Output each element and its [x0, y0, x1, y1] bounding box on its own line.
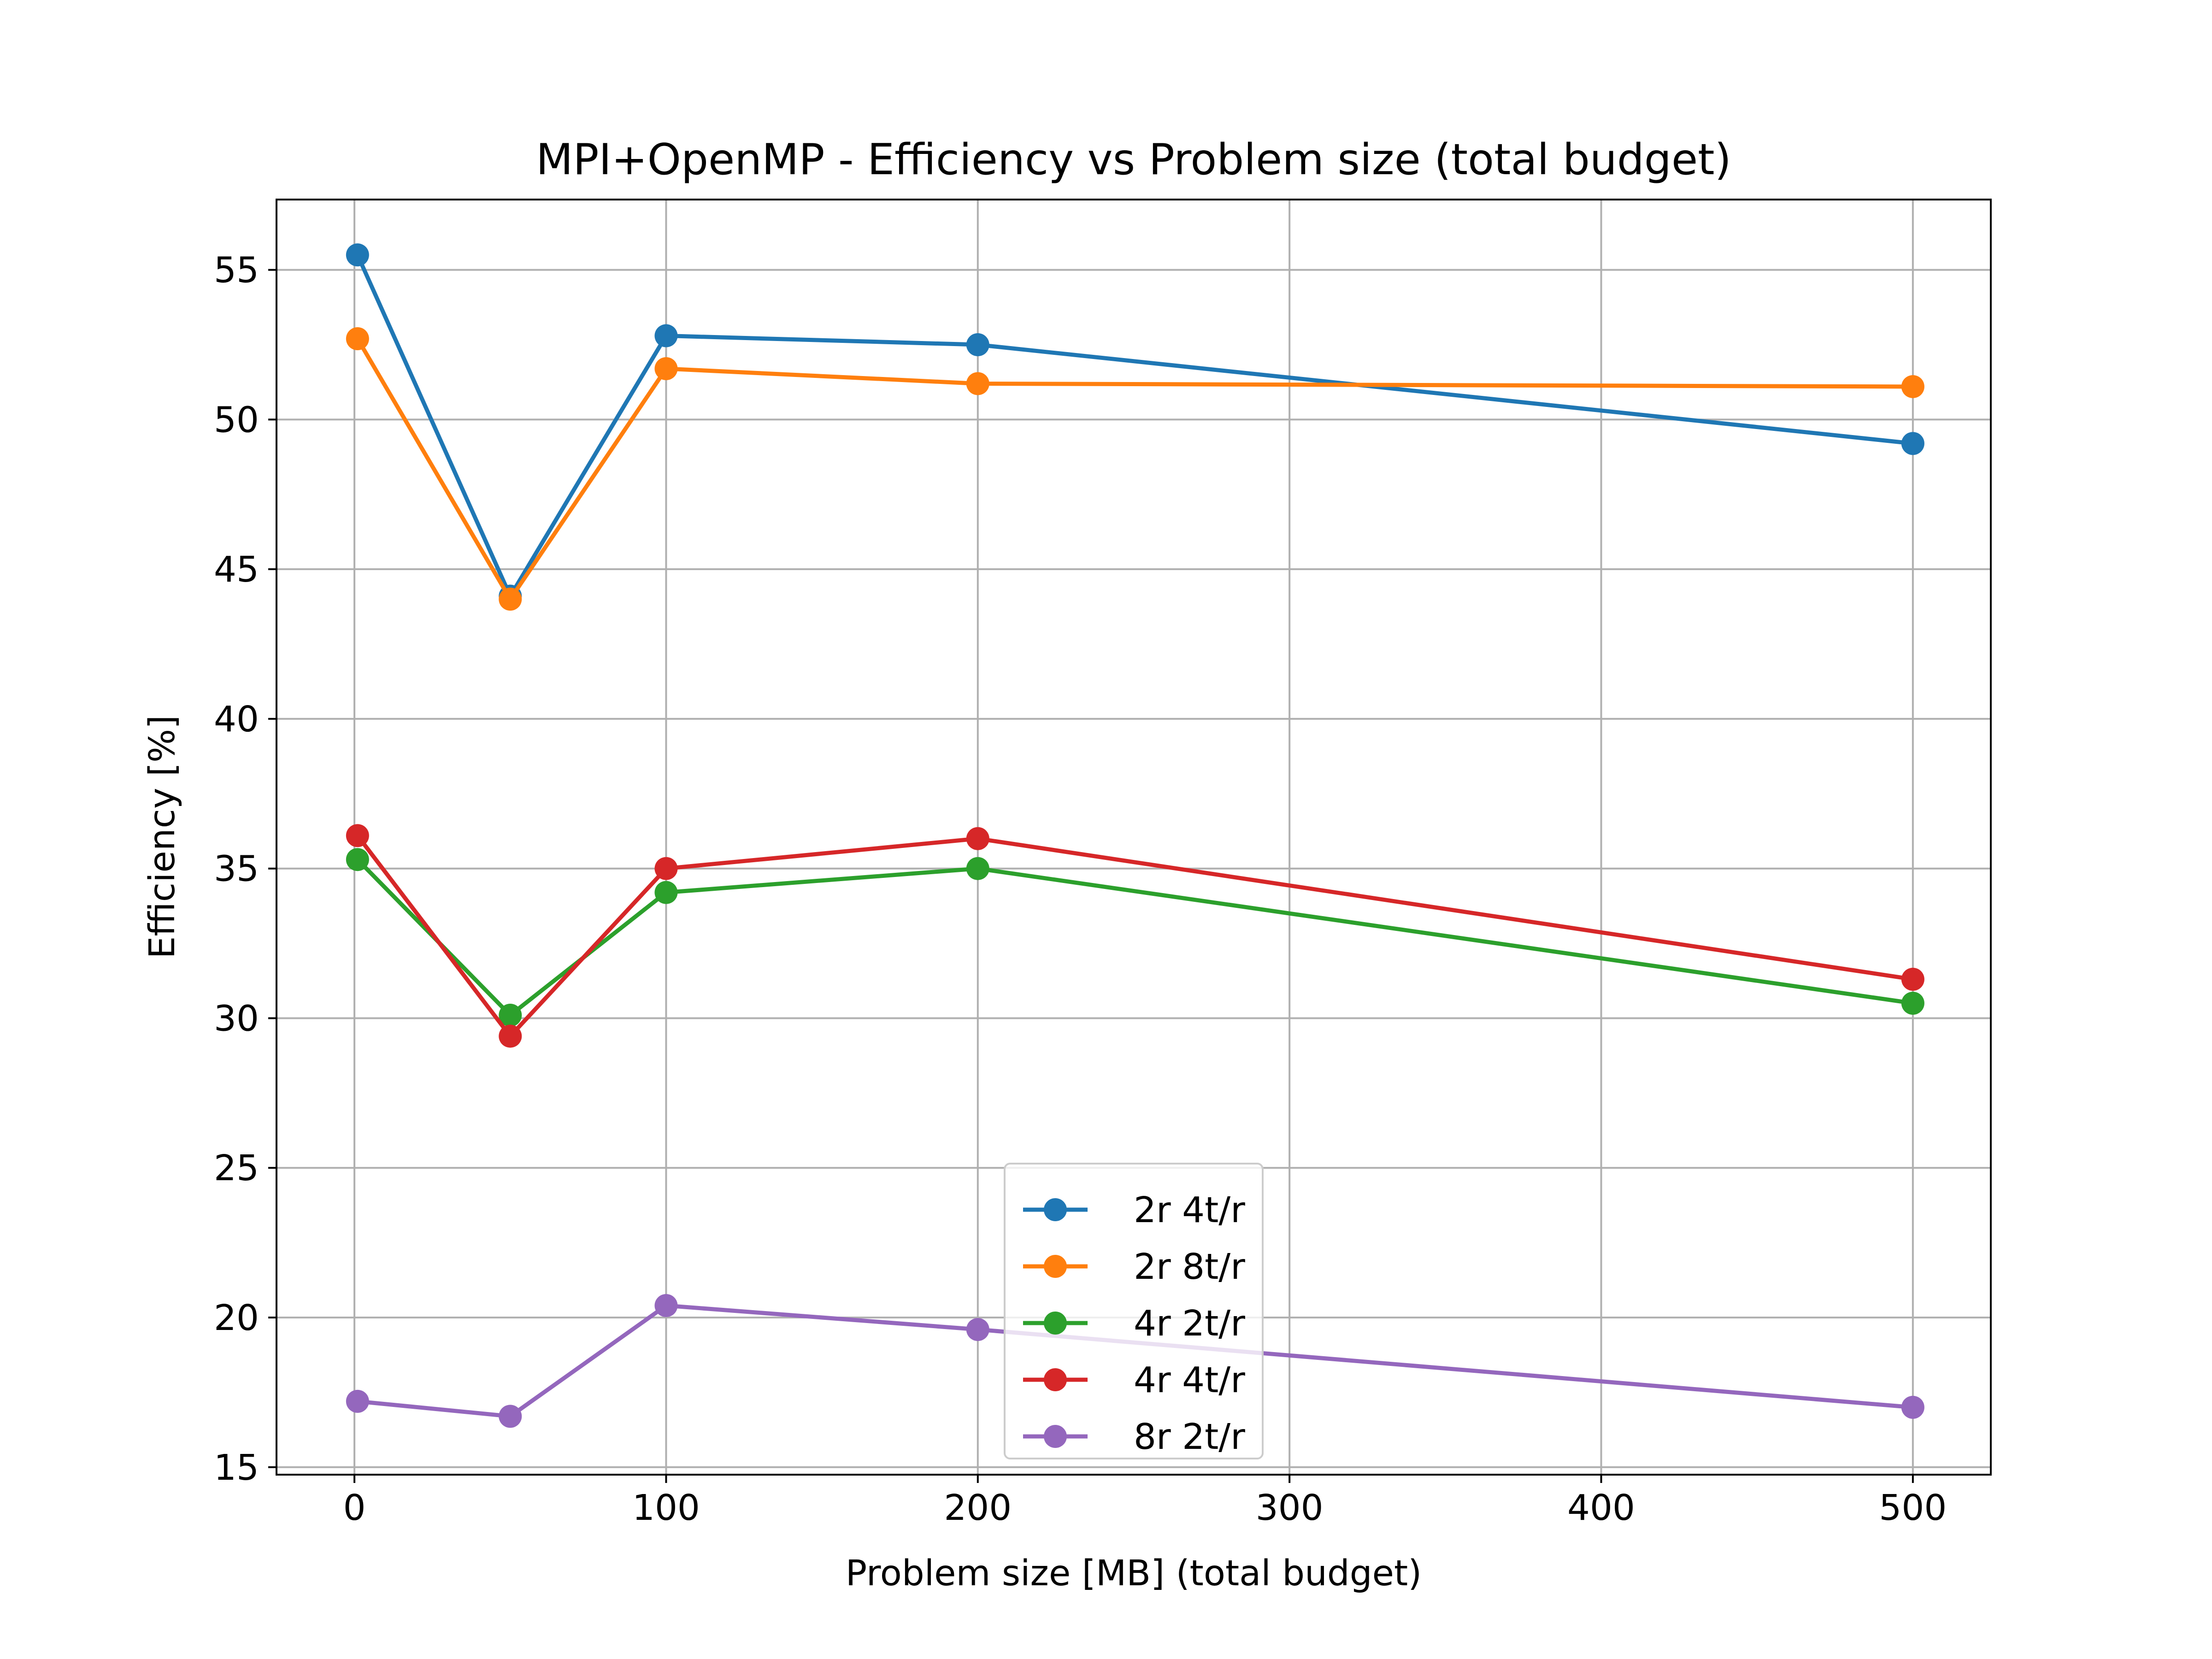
x-tick-label: 200: [944, 1488, 1012, 1529]
data-point: [654, 324, 678, 347]
x-tick-label: 300: [1256, 1488, 1324, 1529]
x-axis-label: Problem size [MB] (total budget): [846, 1553, 1422, 1594]
data-point: [499, 1003, 522, 1027]
y-tick-label: 20: [214, 1298, 259, 1339]
y-tick-label: 45: [214, 549, 259, 590]
series-2r-8t-r: [346, 327, 1924, 611]
data-point: [966, 372, 989, 395]
legend-entry: 2r 4t/r: [1023, 1190, 1245, 1231]
series-8r-2t-r: [346, 1294, 1924, 1428]
data-point: [1901, 991, 1924, 1015]
series-4r-2t-r: [346, 848, 1924, 1027]
y-tick-label: 35: [214, 849, 259, 890]
legend-box: [1004, 1163, 1264, 1459]
y-tick-label: 30: [214, 998, 259, 1039]
data-point: [654, 857, 678, 880]
data-point: [966, 857, 989, 880]
legend-marker-swatch: [1044, 1368, 1067, 1391]
series-4r-4t-r: [346, 824, 1924, 1048]
legend-entry: 4r 4t/r: [1023, 1360, 1245, 1401]
series-layer: [346, 243, 1924, 1428]
plot-frame: [276, 199, 1992, 1476]
legend-label: 8r 2t/r: [1134, 1417, 1245, 1458]
legend-label: 4r 2t/r: [1134, 1303, 1245, 1344]
data-point: [966, 1318, 989, 1341]
y-tick-label: 55: [214, 250, 259, 291]
x-tick-label: 400: [1567, 1488, 1635, 1529]
data-point: [1901, 1395, 1924, 1419]
legend-label: 2r 8t/r: [1134, 1247, 1245, 1288]
grid: [276, 200, 1991, 1475]
data-point: [654, 357, 678, 380]
legend-entry: 8r 2t/r: [1023, 1417, 1245, 1458]
data-point: [499, 1405, 522, 1428]
data-point: [499, 588, 522, 611]
data-point: [346, 824, 369, 847]
data-point: [346, 848, 369, 871]
y-axis-label: Efficiency [%]: [142, 715, 183, 959]
legend-marker-swatch: [1044, 1255, 1067, 1278]
x-tick-label: 100: [632, 1488, 700, 1529]
data-point: [499, 1024, 522, 1048]
x-tick-label: 0: [343, 1488, 366, 1529]
x-tick-label: 500: [1879, 1488, 1947, 1529]
data-point: [654, 881, 678, 904]
legend-marker-swatch: [1044, 1425, 1067, 1448]
y-tick-label: 50: [214, 400, 259, 441]
legend-entry: 4r 2t/r: [1023, 1303, 1245, 1344]
y-tick-label: 15: [214, 1447, 259, 1488]
data-point: [1901, 432, 1924, 455]
data-point: [1901, 375, 1924, 398]
legend-label: 4r 4t/r: [1134, 1360, 1245, 1401]
data-point: [966, 827, 989, 850]
legend-entry: 2r 8t/r: [1023, 1247, 1245, 1288]
y-tick-label: 25: [214, 1148, 259, 1189]
data-point: [346, 243, 369, 267]
data-point: [346, 1389, 369, 1413]
data-point: [654, 1294, 678, 1318]
legend-label: 2r 4t/r: [1134, 1190, 1245, 1231]
data-point: [346, 327, 369, 351]
legend-marker-swatch: [1044, 1312, 1067, 1335]
ticks: 0 100 200 300 400 500 15 20 25 30 35 40 45 50 55: [214, 250, 1947, 1529]
data-point: [966, 333, 989, 357]
legend-marker-swatch: [1044, 1198, 1067, 1221]
legend: 2r 4t/r 2r 8t/r 4r 2t/r 4r 4t/r 8r 2t/r: [1004, 1163, 1264, 1459]
chart-title: MPI+OpenMP - Efficiency vs Problem size …: [536, 135, 1731, 184]
y-tick-label: 40: [214, 699, 259, 740]
data-point: [1901, 968, 1924, 991]
